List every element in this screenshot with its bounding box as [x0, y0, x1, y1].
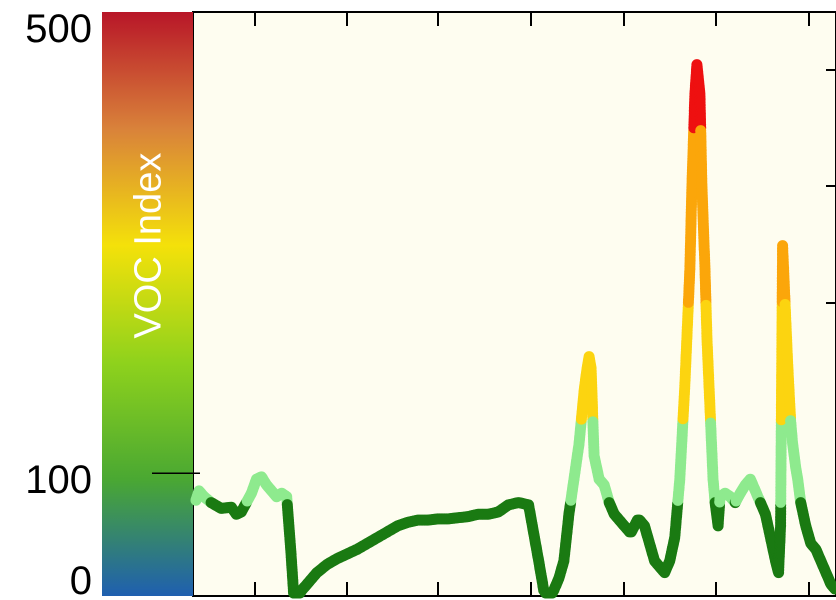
y-tick-label-0: 0	[70, 559, 92, 600]
voc-series	[190, 59, 836, 599]
y-tick-label-500: 500	[25, 7, 92, 51]
right-axis-ticks	[826, 69, 836, 304]
y-tick-labels: 0 100 500	[25, 7, 92, 600]
top-axis-ticks	[254, 12, 810, 26]
color-scale-bar	[102, 12, 193, 596]
color-scale-label: VOC Index	[128, 153, 170, 339]
series-point	[829, 583, 836, 595]
y-tick-label-100: 100	[25, 458, 92, 502]
bottom-axis-ticks	[254, 582, 810, 596]
